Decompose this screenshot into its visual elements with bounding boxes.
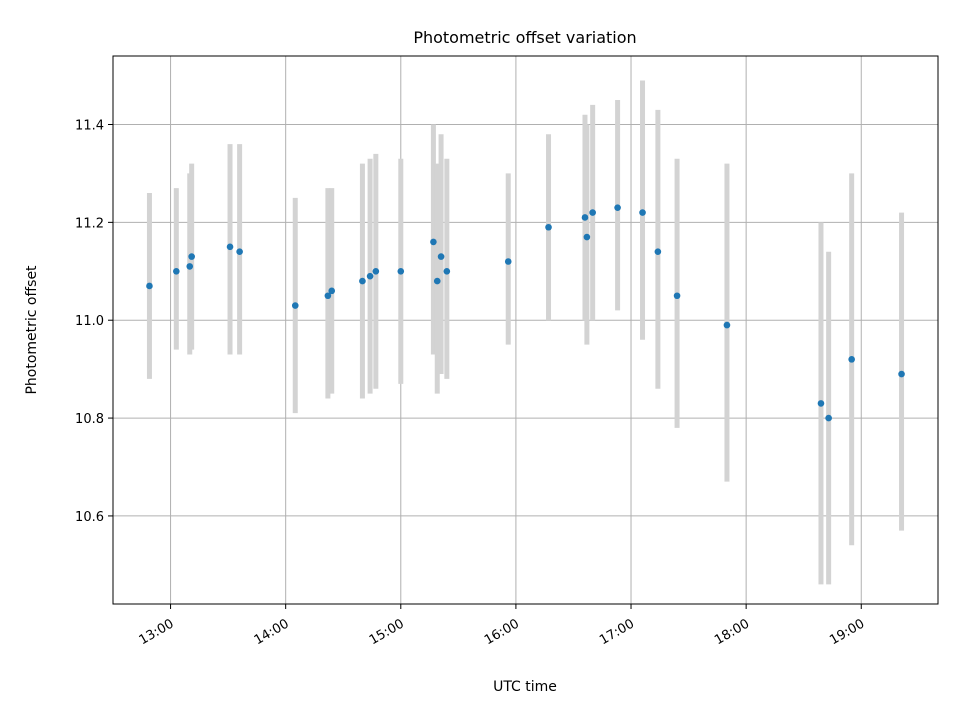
error-bars	[146, 80, 905, 585]
data-point	[825, 414, 832, 422]
y-axis-ticks: 10.6 10.8 11.0 11.2 11.4	[75, 119, 113, 525]
data-point	[173, 267, 180, 275]
data-point	[226, 243, 234, 251]
data-point	[614, 204, 621, 211]
y-tick-label: 11.4	[75, 119, 104, 134]
data-point	[236, 248, 243, 256]
data-point	[583, 233, 591, 241]
plot-frame	[112, 55, 939, 605]
x-axis-ticks: 13:00 14:00 15:00 16:00 17:00 18:00 19:00	[137, 604, 867, 648]
data-point	[817, 400, 825, 407]
y-tick-label: 10.6	[75, 510, 104, 525]
data-point	[397, 267, 405, 275]
data-point	[359, 277, 366, 285]
data-point	[581, 214, 589, 221]
data-point	[433, 277, 441, 285]
x-tick-label: 14:00	[252, 616, 292, 648]
y-axis-label: Photometric offset	[24, 265, 40, 395]
data-point	[723, 321, 731, 329]
data-point	[589, 209, 596, 216]
data-point	[146, 282, 153, 290]
x-tick-label: 16:00	[482, 616, 522, 648]
data-point	[366, 272, 374, 280]
data-point	[186, 263, 194, 270]
data-point	[504, 258, 512, 265]
y-tick-label: 11.0	[75, 314, 104, 329]
grid	[113, 56, 938, 604]
x-axis-label: UTC time	[493, 679, 557, 695]
x-tick-label: 18:00	[712, 616, 752, 648]
data-point	[639, 209, 646, 216]
x-tick-label: 17:00	[597, 616, 637, 648]
data-point	[372, 267, 380, 275]
data-point	[443, 267, 451, 275]
data-point	[654, 248, 662, 256]
y-tick-label: 11.2	[75, 216, 104, 231]
data-point	[324, 292, 332, 300]
data-point	[188, 253, 195, 260]
x-tick-label: 19:00	[827, 616, 867, 648]
chart-title: Photometric offset variation	[413, 28, 636, 47]
data-point	[437, 253, 445, 260]
y-tick-label: 10.8	[75, 412, 104, 427]
data-points	[146, 204, 905, 422]
data-point	[898, 370, 905, 378]
data-point	[430, 238, 437, 246]
data-point	[291, 302, 299, 309]
data-point	[848, 356, 855, 363]
x-tick-label: 15:00	[367, 616, 407, 648]
data-point	[328, 287, 336, 295]
x-tick-label: 13:00	[137, 616, 177, 648]
data-point	[545, 223, 552, 231]
data-point	[673, 292, 681, 300]
